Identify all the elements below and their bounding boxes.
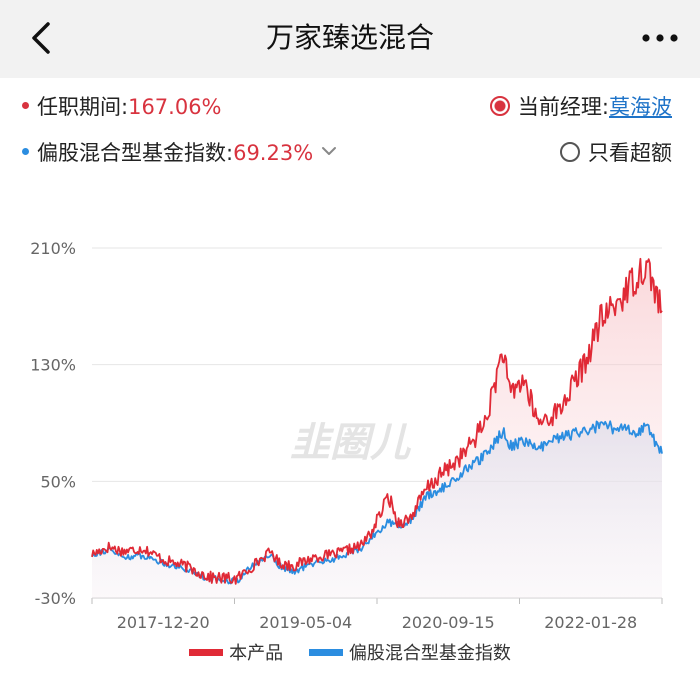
radio-unselected-icon[interactable] bbox=[560, 142, 580, 162]
index-dot-icon bbox=[22, 147, 29, 155]
current-manager[interactable]: 当前经理:莫海波 bbox=[489, 92, 672, 122]
chart-legend: 本产品 偏股混合型基金指数 bbox=[0, 640, 700, 668]
chevron-down-icon[interactable] bbox=[321, 145, 337, 157]
legend-item-index[interactable]: 偏股混合型基金指数 bbox=[308, 640, 511, 668]
more-dots-icon[interactable] bbox=[638, 24, 682, 52]
index-value: 69.23% bbox=[233, 141, 314, 165]
tenure-value: 167.06% bbox=[128, 95, 222, 119]
legend-swatch-product bbox=[189, 648, 224, 656]
performance-chart: 韭圈儿 210%130%50%-30%2017-12-20 2019-05-04 2… bbox=[30, 239, 663, 632]
manager-label: 当前经理: bbox=[517, 95, 609, 119]
index-label: 偏股混合型基金指数: bbox=[37, 141, 234, 165]
radio-selected-icon[interactable] bbox=[489, 96, 510, 116]
legend-swatch-index bbox=[308, 648, 343, 656]
page-title: 万家臻选混合 bbox=[265, 21, 434, 54]
watermark-text: 韭圈儿 bbox=[290, 420, 412, 466]
legend-label-product: 本产品 bbox=[229, 643, 284, 664]
y-tick-label: 50% bbox=[40, 472, 76, 491]
x-tick-label: 2019-05-04 bbox=[259, 613, 352, 632]
top-bar: 万家臻选混合 bbox=[0, 0, 700, 78]
x-tick-label: 2017-12-20 bbox=[117, 613, 210, 632]
legend-label-index: 偏股混合型基金指数 bbox=[348, 643, 511, 664]
chart-series-lines bbox=[91, 257, 663, 585]
area-product bbox=[92, 258, 662, 598]
x-tick-label: 2020-09-15 bbox=[402, 613, 495, 632]
index-return[interactable]: 偏股混合型基金指数:69.23% bbox=[22, 138, 337, 168]
excess-only-toggle[interactable]: 只看超额 bbox=[560, 138, 672, 168]
excess-label: 只看超额 bbox=[588, 141, 672, 165]
line-product bbox=[91, 257, 663, 585]
tenure-return: 任职期间:167.06% bbox=[22, 92, 222, 122]
x-tick-label: 2022-01-28 bbox=[544, 613, 637, 632]
legend-item-product[interactable]: 本产品 bbox=[189, 640, 283, 668]
manager-name-link[interactable]: 莫海波 bbox=[609, 95, 672, 119]
y-tick-label: 130% bbox=[30, 356, 76, 375]
chart-axis-labels: 210% 130% 50% -30% 2017-12-20 2019-05-04 2020-… bbox=[30, 239, 637, 632]
tenure-label: 任职期间: bbox=[37, 95, 129, 119]
chart-area-fills bbox=[92, 258, 662, 598]
y-tick-label: -30% bbox=[35, 589, 76, 608]
tenure-dot-icon bbox=[22, 101, 29, 109]
chevron-left-icon[interactable] bbox=[22, 18, 62, 58]
y-tick-label: 210% bbox=[30, 239, 76, 258]
